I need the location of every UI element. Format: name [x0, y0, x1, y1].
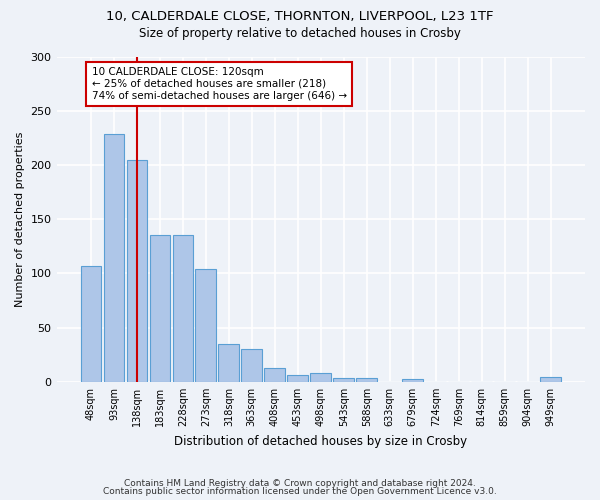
Text: Contains HM Land Registry data © Crown copyright and database right 2024.: Contains HM Land Registry data © Crown c… [124, 478, 476, 488]
Bar [218, 344, 239, 382]
Y-axis label: Number of detached properties: Number of detached properties [15, 132, 25, 307]
Bar [265, 368, 285, 382]
Text: Contains public sector information licensed under the Open Government Licence v3: Contains public sector information licen… [103, 487, 497, 496]
Bar [310, 374, 331, 382]
Bar [241, 350, 262, 382]
X-axis label: Distribution of detached houses by size in Crosby: Distribution of detached houses by size … [174, 434, 467, 448]
Text: Size of property relative to detached houses in Crosby: Size of property relative to detached ho… [139, 28, 461, 40]
Bar [149, 236, 170, 382]
Text: 10 CALDERDALE CLOSE: 120sqm
← 25% of detached houses are smaller (218)
74% of se: 10 CALDERDALE CLOSE: 120sqm ← 25% of det… [92, 68, 347, 100]
Bar [334, 378, 354, 382]
Bar [173, 236, 193, 382]
Bar [104, 134, 124, 382]
Bar [403, 378, 423, 382]
Bar [356, 378, 377, 382]
Text: 10, CALDERDALE CLOSE, THORNTON, LIVERPOOL, L23 1TF: 10, CALDERDALE CLOSE, THORNTON, LIVERPOO… [106, 10, 494, 23]
Bar [127, 160, 147, 382]
Bar [287, 376, 308, 382]
Bar [540, 376, 561, 382]
Bar [80, 266, 101, 382]
Bar [196, 269, 216, 382]
